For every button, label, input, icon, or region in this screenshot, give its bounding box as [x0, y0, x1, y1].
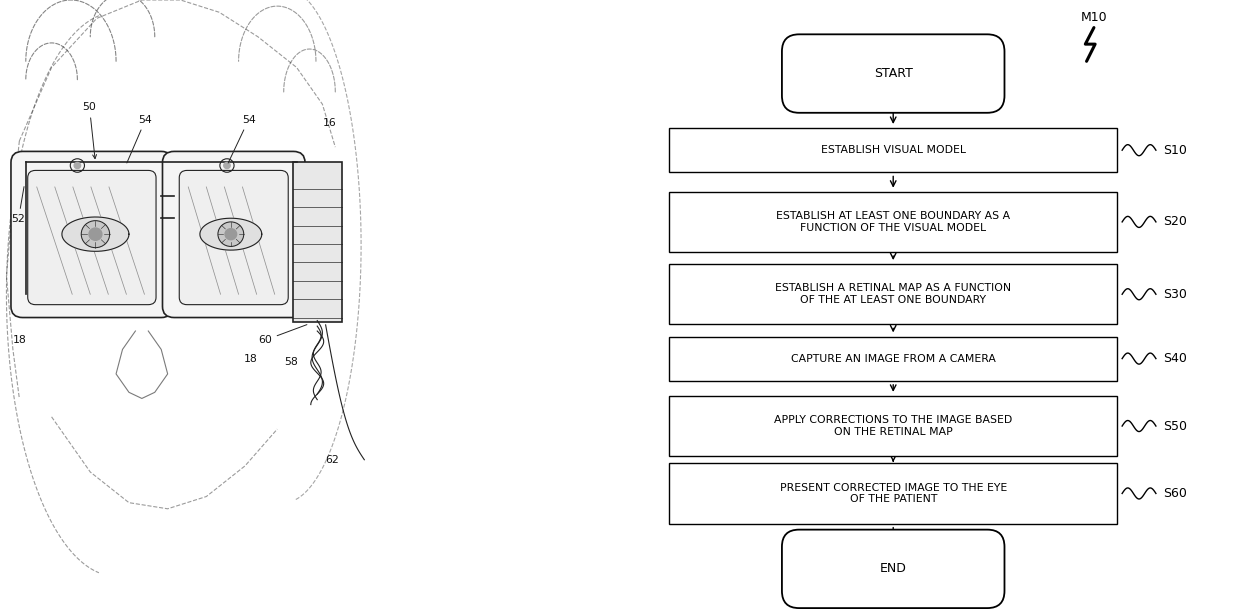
Text: S30: S30: [1163, 287, 1187, 301]
FancyBboxPatch shape: [670, 396, 1117, 456]
Text: S50: S50: [1163, 419, 1187, 433]
FancyBboxPatch shape: [782, 34, 1004, 113]
Text: ESTABLISH AT LEAST ONE BOUNDARY AS A
FUNCTION OF THE VISUAL MODEL: ESTABLISH AT LEAST ONE BOUNDARY AS A FUN…: [776, 211, 1011, 233]
Text: END: END: [879, 562, 906, 576]
Text: 58: 58: [284, 357, 298, 367]
FancyBboxPatch shape: [11, 151, 172, 318]
FancyBboxPatch shape: [162, 151, 305, 318]
Text: 54: 54: [228, 115, 255, 163]
Text: 18: 18: [12, 335, 26, 345]
FancyBboxPatch shape: [670, 192, 1117, 252]
Text: S60: S60: [1163, 487, 1187, 500]
FancyBboxPatch shape: [782, 530, 1004, 608]
Text: S40: S40: [1163, 352, 1187, 365]
FancyBboxPatch shape: [670, 264, 1117, 324]
Text: START: START: [874, 67, 913, 80]
Text: 52: 52: [11, 186, 25, 224]
FancyBboxPatch shape: [670, 128, 1117, 172]
Text: 16: 16: [322, 118, 336, 128]
Circle shape: [218, 222, 244, 246]
FancyBboxPatch shape: [180, 170, 288, 305]
Text: M10: M10: [1080, 12, 1107, 25]
Text: 18: 18: [244, 354, 258, 364]
Text: PRESENT CORRECTED IMAGE TO THE EYE
OF THE PATIENT: PRESENT CORRECTED IMAGE TO THE EYE OF TH…: [780, 482, 1007, 504]
FancyBboxPatch shape: [670, 337, 1117, 381]
Polygon shape: [62, 217, 129, 251]
Text: S20: S20: [1163, 215, 1187, 229]
Text: ESTABLISH A RETINAL MAP AS A FUNCTION
OF THE AT LEAST ONE BOUNDARY: ESTABLISH A RETINAL MAP AS A FUNCTION OF…: [775, 283, 1012, 305]
Circle shape: [82, 221, 109, 248]
FancyBboxPatch shape: [670, 463, 1117, 524]
Text: 62: 62: [326, 455, 340, 465]
Circle shape: [74, 162, 81, 169]
Text: CAPTURE AN IMAGE FROM A CAMERA: CAPTURE AN IMAGE FROM A CAMERA: [791, 354, 996, 364]
Text: S10: S10: [1163, 143, 1187, 157]
Text: APPLY CORRECTIONS TO THE IMAGE BASED
ON THE RETINAL MAP: APPLY CORRECTIONS TO THE IMAGE BASED ON …: [774, 415, 1012, 437]
Text: 60: 60: [258, 325, 308, 345]
Polygon shape: [200, 218, 262, 250]
Circle shape: [223, 162, 231, 169]
Text: 50: 50: [83, 102, 97, 159]
FancyBboxPatch shape: [294, 162, 342, 322]
Circle shape: [224, 229, 237, 240]
Text: ESTABLISH VISUAL MODEL: ESTABLISH VISUAL MODEL: [821, 145, 966, 155]
Circle shape: [89, 228, 102, 240]
Text: 54: 54: [126, 115, 153, 163]
FancyBboxPatch shape: [27, 170, 156, 305]
